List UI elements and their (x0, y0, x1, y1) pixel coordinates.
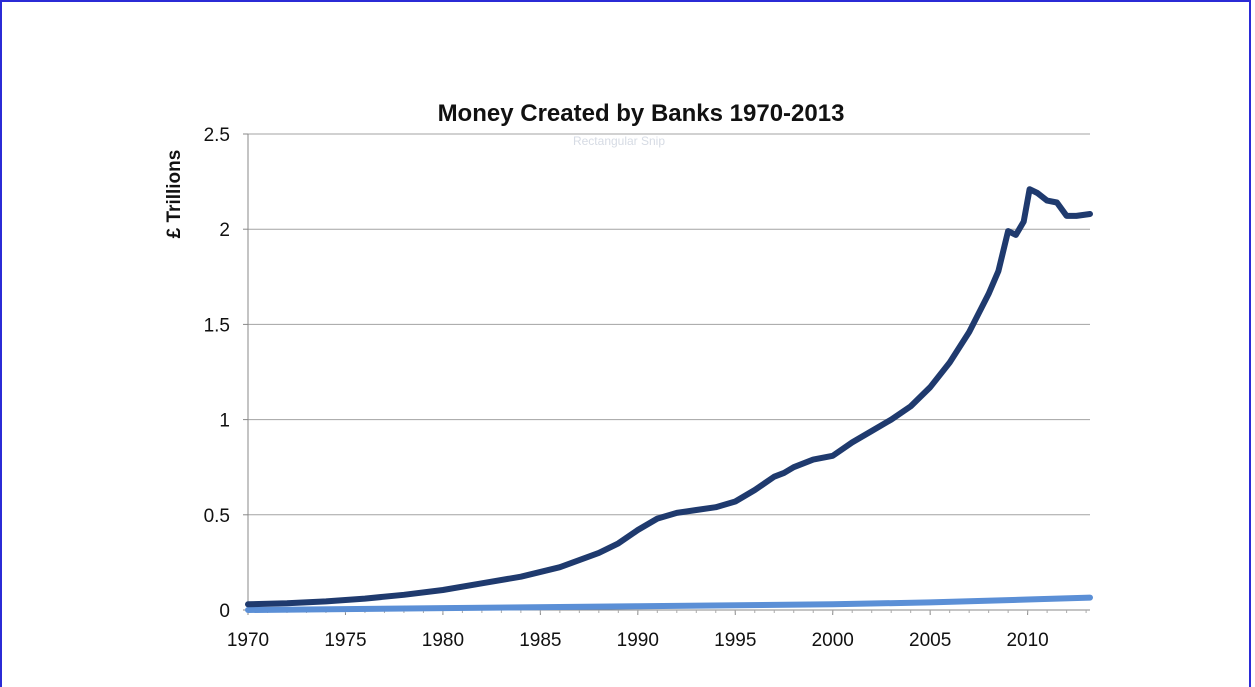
y-tick-label: 2.5 (204, 125, 230, 146)
x-tick-label: 1990 (617, 630, 659, 651)
y-tick-label: 0.5 (204, 506, 230, 527)
x-tick-label: 2005 (909, 630, 951, 651)
x-tick-label: 1995 (714, 630, 756, 651)
x-tick-label: 1980 (422, 630, 464, 651)
y-axis-label: £ Trillions (164, 150, 185, 239)
grid (248, 133, 1090, 516)
y-tick-label: 2 (219, 220, 230, 241)
x-tick-label: 1985 (519, 630, 561, 651)
watermark-text: Rectangular Snip (573, 134, 665, 148)
chart-title: Money Created by Banks 1970-2013 (438, 100, 845, 127)
x-tick-label: 1970 (227, 630, 269, 651)
x-tick-label: 1975 (324, 630, 366, 651)
series-lines (245, 186, 1093, 613)
x-tick-label: 2000 (812, 630, 854, 651)
y-axis: 0 0.5 1 1.5 2 2.5 (204, 125, 249, 622)
series-line-0 (245, 186, 1093, 608)
x-tick-label: 2010 (1006, 630, 1048, 651)
y-tick-label: 0 (219, 601, 230, 622)
y-tick-label: 1.5 (204, 315, 230, 336)
y-tick-label: 1 (219, 411, 230, 432)
series-line-1 (245, 594, 1093, 613)
x-axis: 1970 1975 1980 1985 1990 1995 2000 2005 2010 (227, 609, 1090, 651)
